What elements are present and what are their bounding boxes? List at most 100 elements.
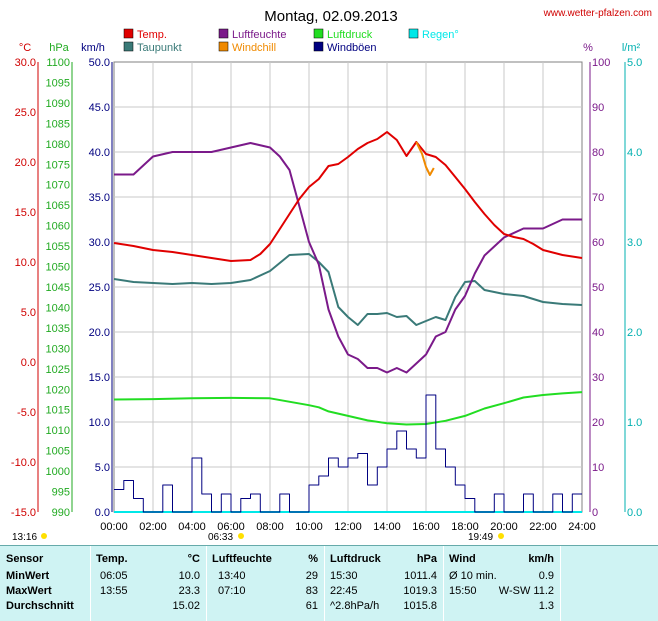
stat-p-val: 1015.8 (403, 600, 437, 612)
stat-t-val: 10.0 (178, 570, 200, 582)
stat-h-time: 13:40 (218, 570, 246, 582)
stat-label: MaxWert (6, 585, 52, 597)
sunset-icon (498, 533, 504, 539)
chart-title: Montag, 02.09.2013 (264, 8, 397, 25)
pressure-tick-label: 990 (52, 507, 70, 519)
stat-h-val: 61 (305, 600, 318, 612)
sunrise-label: 06:33 (208, 532, 233, 543)
pressure-tick-label: 1015 (46, 405, 70, 417)
source-link[interactable]: www.wetter-pfalzen.com (543, 8, 652, 19)
series (113, 131, 583, 513)
pressure-tick-label: 1045 (46, 282, 70, 294)
temp-tick-label: 15.0 (15, 207, 36, 219)
header-sensor: Sensor (6, 553, 44, 565)
x-tick-label: 18:00 (451, 521, 479, 533)
sun-markers: 13:16 06:33 19:49 (12, 532, 504, 543)
series-windchill (415, 141, 435, 176)
pressure-tick-label: 1080 (46, 139, 70, 151)
temp-tick-label: 25.0 (15, 107, 36, 119)
pressure-tick-label: 995 (52, 487, 70, 499)
axes: 00:00 02:00 04:00 06:00 08:00 10:00 12:00 14:00… (11, 57, 642, 533)
x-tick-label: 24:00 (568, 521, 596, 533)
stat-p-time: 22:45 (330, 585, 358, 597)
legend-swatch (313, 28, 324, 39)
pressure-tick-label: 1095 (46, 77, 70, 89)
pressure-tick-label: 1075 (46, 159, 70, 171)
x-tick-label: 12:00 (334, 521, 362, 533)
header-pressure-unit: hPa (416, 553, 437, 565)
pressure-tick-label: 1035 (46, 323, 70, 335)
temp-tick-label: -5.0 (17, 407, 36, 419)
stat-w-val: 0.9 (538, 570, 554, 582)
rain-tick-label: 5.0 (627, 57, 642, 69)
stat-p-val: 1019.3 (403, 585, 437, 597)
rain-tick-label: 2.0 (627, 327, 642, 339)
temp-tick-label: 30.0 (15, 57, 36, 69)
legend-label: Luftdruck (327, 29, 373, 41)
temp-tick-label: 20.0 (15, 157, 36, 169)
wind-tick-label: 20.0 (89, 327, 110, 339)
rain-tick-label: 1.0 (627, 417, 642, 429)
x-tick-label: 00:00 (100, 521, 128, 533)
header-wind: Wind (449, 553, 476, 565)
temp-tick-label: 0.0 (21, 357, 36, 369)
pressure-tick-label: 1090 (46, 98, 70, 110)
legend-label: Taupunkt (137, 42, 182, 54)
temp-axis-unit: °C (19, 42, 31, 54)
stat-t-time: 13:55 (100, 585, 128, 597)
legend-swatch (218, 28, 229, 39)
humidity-tick-label: 10 (592, 462, 604, 474)
humidity-tick-label: 0 (592, 507, 598, 519)
pressure-tick-label: 1060 (46, 221, 70, 233)
humidity-tick-label: 20 (592, 417, 604, 429)
legend-label: Luftfeuchte (232, 29, 286, 41)
legend-swatch (123, 28, 134, 39)
humidity-tick-label: 70 (592, 192, 604, 204)
x-tick-label: 08:00 (256, 521, 284, 533)
humidity-tick-label: 60 (592, 237, 604, 249)
pressure-tick-label: 1065 (46, 200, 70, 212)
wind-tick-label: 45.0 (89, 102, 110, 114)
rain-tick-label: 3.0 (627, 237, 642, 249)
pressure-tick-label: 1040 (46, 302, 70, 314)
temp-tick-label: 5.0 (21, 307, 36, 319)
stat-label: Durchschnitt (6, 600, 74, 612)
stat-h-val: 83 (305, 585, 318, 597)
x-tick-label: 06:00 (217, 521, 245, 533)
humidity-tick-label: 80 (592, 147, 604, 159)
weather-chart: Montag, 02.09.2013 www.wetter-pfalzen.co… (11, 8, 652, 543)
rain-axis-unit: l/m² (622, 42, 641, 54)
wind-tick-label: 30.0 (89, 237, 110, 249)
sunset-label: 19:49 (468, 532, 493, 543)
pressure-tick-label: 1010 (46, 425, 70, 437)
wind-tick-label: 50.0 (89, 57, 110, 69)
legend-swatch (313, 41, 324, 52)
x-tick-label: 02:00 (139, 521, 167, 533)
stat-t-val: 23.3 (178, 585, 200, 597)
statistics-table: Sensor Temp. °C Luftfeuchte % Luftdruck … (0, 545, 658, 621)
series-temp (113, 131, 583, 262)
stat-h-val: 29 (305, 570, 318, 582)
x-tick-label: 20:00 (490, 521, 518, 533)
pressure-tick-label: 1070 (46, 180, 70, 192)
temp-tick-label: -15.0 (11, 507, 36, 519)
stat-w-time: 15:50 (449, 585, 477, 597)
wind-tick-label: 15.0 (89, 372, 110, 384)
legend-swatch (123, 41, 134, 52)
pressure-tick-label: 1055 (46, 241, 70, 253)
stat-p-time: 15:30 (330, 570, 358, 582)
pressure-tick-label: 1025 (46, 364, 70, 376)
pressure-tick-label: 1100 (46, 57, 70, 69)
sunrise-icon (238, 533, 244, 539)
stat-w-val: W-SW 11.2 (498, 585, 554, 597)
rain-tick-label: 4.0 (627, 147, 642, 159)
sun-left-label: 13:16 (12, 532, 37, 543)
stat-h-time: 07:10 (218, 585, 246, 597)
humidity-tick-label: 90 (592, 102, 604, 114)
x-tick-label: 04:00 (178, 521, 206, 533)
legend-swatch (408, 28, 419, 39)
series-luftdruck (113, 391, 583, 426)
wind-axis-unit: km/h (81, 42, 105, 54)
stat-w-time: Ø 10 min. (449, 570, 497, 582)
